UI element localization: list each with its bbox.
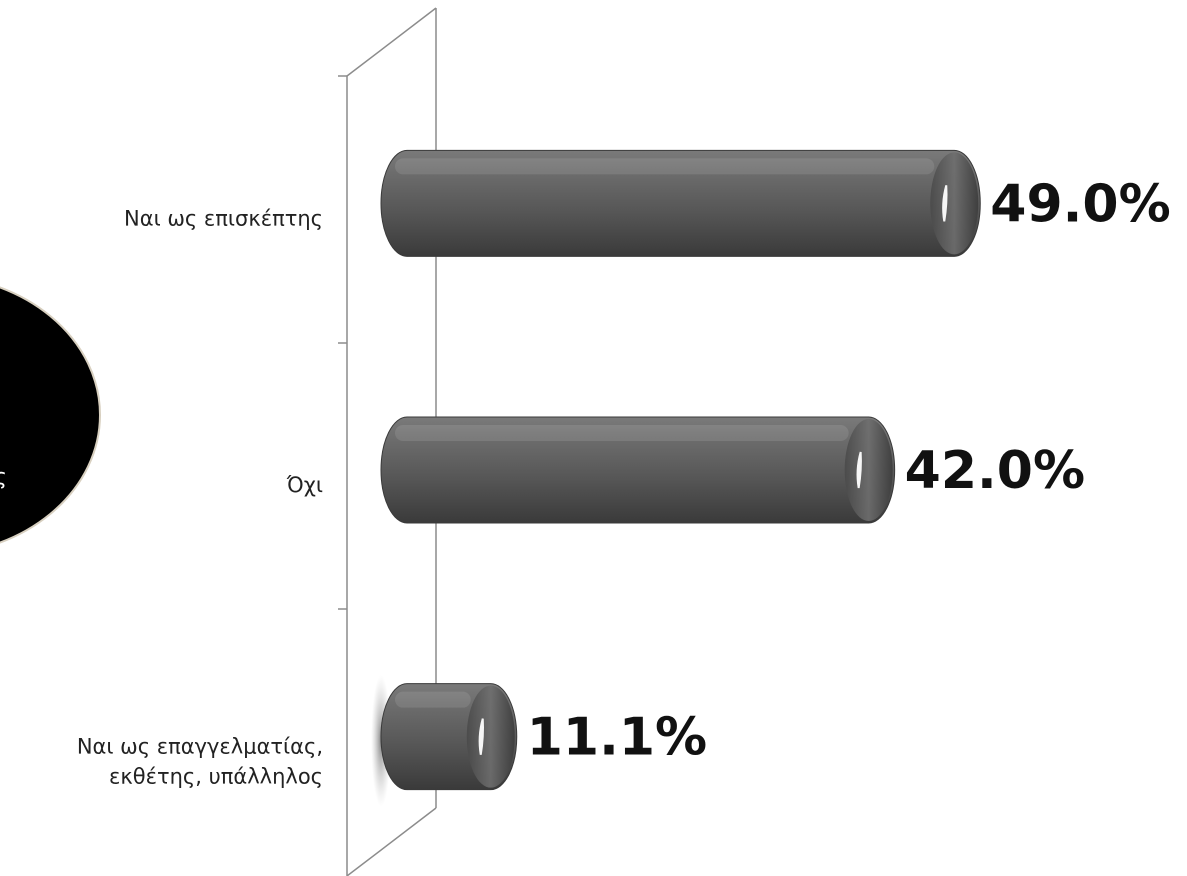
bar-glint	[478, 718, 485, 755]
axis-bottom-diagonal	[346, 807, 437, 876]
bar-group	[380, 149, 981, 257]
bar	[380, 149, 981, 257]
bar-highlight	[395, 158, 935, 175]
bars-layer	[371, 149, 981, 807]
bar-glint	[942, 185, 948, 222]
value-label: 11.1%	[527, 708, 707, 768]
category-label: εκθέτης, υπάλληλος	[109, 765, 323, 789]
axis-wall	[338, 7, 437, 876]
bar-highlight	[395, 691, 471, 708]
value-label: 42.0%	[905, 441, 1085, 501]
side-panel-shape	[0, 286, 101, 544]
category-labels: Ναι ως επισκέπτης Όχι Ναι ως επαγγελματίας…	[77, 206, 323, 788]
bar-end-cap	[844, 419, 893, 522]
category-label: Όχι	[286, 473, 323, 497]
bar-glint	[856, 451, 862, 489]
side-panel-text: ς	[0, 465, 7, 490]
bar-highlight	[395, 425, 849, 442]
bar-end-cap	[930, 152, 979, 255]
value-labels: 49.0% 42.0% 11.1%	[527, 174, 1171, 767]
category-label: Ναι ως επισκέπτης	[124, 206, 323, 230]
bar-group	[371, 674, 518, 807]
value-label: 49.0%	[990, 174, 1170, 234]
side-panel: ς	[0, 286, 101, 544]
axis-top-diagonal	[346, 7, 437, 77]
bar-group	[380, 416, 896, 524]
bar	[380, 416, 896, 524]
bar-end-cap	[466, 685, 515, 788]
category-label: Ναι ως επαγγελματίας,	[77, 735, 323, 759]
